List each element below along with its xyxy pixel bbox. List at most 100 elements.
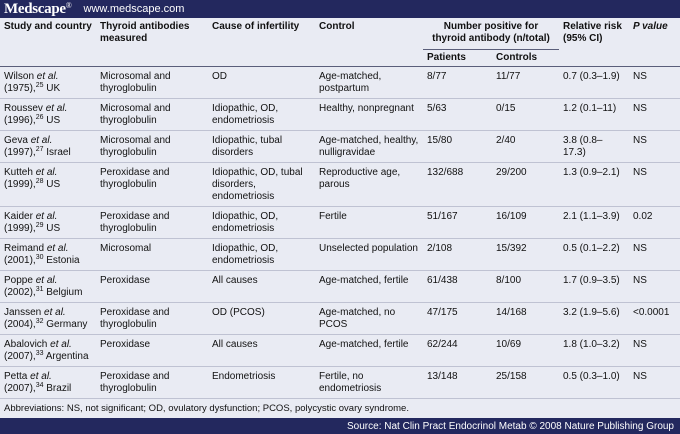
control-cell: Healthy, nonpregnant: [319, 103, 414, 114]
study-cell: Abalovich et al. (2007),33 Argentina: [4, 339, 89, 362]
study-cell: Kutteh et al. (1999),28 US: [4, 167, 61, 190]
controls-cell: 16/109: [496, 211, 527, 222]
relative-risk-cell: 1.2 (0.1–11): [563, 103, 617, 114]
cause-cell: Idiopathic, OD, tubal disorders, endomet…: [212, 167, 303, 202]
p-value-cell: <0.0001: [633, 307, 670, 318]
control-cell: Fertile: [319, 211, 347, 222]
col-header-control: Control: [319, 21, 355, 32]
relative-risk-cell: 1.3 (0.9–2.1): [563, 167, 620, 178]
cause-cell: All causes: [212, 275, 258, 286]
antibodies-cell: Peroxidase: [100, 339, 151, 350]
patients-cell: 51/167: [427, 211, 458, 222]
controls-cell: 25/158: [496, 371, 527, 382]
controls-cell: 11/77: [496, 71, 521, 82]
p-value-cell: NS: [633, 135, 647, 146]
footnote: Abbreviations: NS, not significant; OD, …: [4, 403, 409, 414]
control-cell: Age-matched, no PCOS: [319, 307, 396, 330]
table-row: Abalovich et al. (2007),33 Argentina Perox…: [0, 335, 680, 367]
study-cell: Poppe et al. (2002),31 Belgium: [4, 275, 83, 298]
table-row: Poppe et al. (2002),31 Belgium Peroxidase A…: [0, 271, 680, 303]
source-credit: Source: Nat Clin Pract Endocrinol Metab …: [347, 420, 674, 432]
data-table: Study and country Thyroid antibodies mea…: [0, 18, 680, 399]
cause-cell: Idiopathic, OD, endometriosis: [212, 243, 279, 266]
relative-risk-cell: 1.8 (1.0–3.2): [563, 339, 620, 350]
relative-risk-cell: 3.2 (1.9–5.6): [563, 307, 620, 318]
study-cell: Petta et al. (2007),34 Brazil: [4, 371, 72, 394]
col-header-antibodies: Thyroid antibodies measured: [100, 21, 190, 44]
table-row: Kutteh et al. (1999),28 US Peroxidase and …: [0, 163, 680, 207]
patients-cell: 8/77: [427, 71, 447, 82]
study-cell: Kaider et al. (1999),29 US: [4, 211, 61, 234]
study-cell: Reimand et al. (2001),30 Estonia: [4, 243, 80, 266]
table-container: Study and country Thyroid antibodies mea…: [0, 18, 680, 418]
col-header-p-value: P value: [633, 21, 668, 32]
relative-risk-cell: 0.5 (0.3–1.0): [563, 371, 620, 382]
patients-cell: 2/108: [427, 243, 453, 254]
table-row: Roussev et al. (1996),26 US Microsomal and…: [0, 99, 680, 131]
table-row: Reimand et al. (2001),30 Estonia Microsoma…: [0, 239, 680, 271]
antibodies-cell: Peroxidase: [100, 275, 151, 286]
patients-cell: 62/244: [427, 339, 458, 350]
control-cell: Age-matched, postpartum: [319, 71, 382, 94]
table-row: Janssen et al. (2004),32 Germany Peroxidas…: [0, 303, 680, 335]
antibodies-cell: Peroxidase and thyroglobulin: [100, 307, 170, 330]
table-row: Petta et al. (2007),34 Brazil Peroxidase a…: [0, 367, 680, 399]
controls-cell: 2/40: [496, 135, 516, 146]
controls-cell: 15/392: [496, 243, 527, 254]
antibodies-cell: Peroxidase and thyroglobulin: [100, 371, 170, 394]
p-value-cell: NS: [633, 371, 647, 382]
control-cell: Reproductive age, parous: [319, 167, 401, 190]
cause-cell: All causes: [212, 339, 258, 350]
relative-risk-cell: 2.1 (1.1–3.9): [563, 211, 620, 222]
study-cell: Roussev et al. (1996),26 US: [4, 103, 68, 126]
col-header-cause: Cause of infertility: [212, 21, 300, 32]
antibodies-cell: Peroxidase and thyroglobulin: [100, 211, 170, 234]
p-value-cell: NS: [633, 167, 647, 178]
antibodies-cell: Microsomal and thyroglobulin: [100, 103, 171, 126]
control-cell: Age-matched, healthy, nulligravidae: [319, 135, 419, 158]
col-header-patients: Patients: [427, 52, 466, 63]
table-row: Wilson et al. (1975),25 UK Microsomal and …: [0, 67, 680, 99]
site-url[interactable]: www.medscape.com: [83, 3, 185, 15]
source-bar: Source: Nat Clin Pract Endocrinol Metab …: [0, 418, 680, 434]
col-header-study: Study and country: [4, 21, 92, 32]
col-header-relative-risk: Relative risk (95% CI): [563, 21, 622, 44]
relative-risk-cell: 0.7 (0.3–1.9): [563, 71, 620, 82]
patients-cell: 15/80: [427, 135, 453, 146]
relative-risk-cell: 3.8 (0.8–17.3): [563, 135, 603, 158]
medscape-logo[interactable]: Medscape®: [4, 0, 72, 17]
relative-risk-cell: 1.7 (0.9–3.5): [563, 275, 620, 286]
table-row: Kaider et al. (1999),29 US Peroxidase and …: [0, 207, 680, 239]
p-value-cell: NS: [633, 339, 647, 350]
cause-cell: Idiopathic, tubal disorders: [212, 135, 283, 158]
patients-cell: 132/688: [427, 167, 464, 178]
study-cell: Geva et al. (1997),27 Israel: [4, 135, 71, 158]
cause-cell: OD: [212, 71, 227, 82]
cause-cell: Idiopathic, OD, endometriosis: [212, 211, 279, 234]
control-cell: Age-matched, fertile: [319, 275, 409, 286]
patients-cell: 61/438: [427, 275, 458, 286]
p-value-cell: NS: [633, 275, 647, 286]
patients-cell: 5/63: [427, 103, 447, 114]
control-cell: Unselected population: [319, 243, 418, 254]
p-value-cell: NS: [633, 71, 647, 82]
table-row: Geva et al. (1997),27 Israel Microsomal an…: [0, 131, 680, 163]
controls-cell: 14/168: [496, 307, 527, 318]
col-header-positive-group: Number positive for thyroid antibody (n/…: [423, 18, 559, 50]
controls-cell: 29/200: [496, 167, 527, 178]
study-cell: Janssen et al. (2004),32 Germany: [4, 307, 88, 330]
control-cell: Age-matched, fertile: [319, 339, 409, 350]
controls-cell: 0/15: [496, 103, 516, 114]
cause-cell: Endometriosis: [212, 371, 276, 382]
header-bar: Medscape® www.medscape.com: [0, 0, 680, 18]
cause-cell: Idiopathic, OD, endometriosis: [212, 103, 279, 126]
relative-risk-cell: 0.5 (0.1–2.2): [563, 243, 620, 254]
control-cell: Fertile, no endometriosis: [319, 371, 382, 394]
antibodies-cell: Microsomal and thyroglobulin: [100, 71, 171, 94]
controls-cell: 8/100: [496, 275, 522, 286]
antibodies-cell: Peroxidase and thyroglobulin: [100, 167, 170, 190]
study-cell: Wilson et al. (1975),25 UK: [4, 71, 61, 94]
col-header-controls: Controls: [496, 52, 538, 63]
antibodies-cell: Microsomal and thyroglobulin: [100, 135, 171, 158]
patients-cell: 13/148: [427, 371, 458, 382]
